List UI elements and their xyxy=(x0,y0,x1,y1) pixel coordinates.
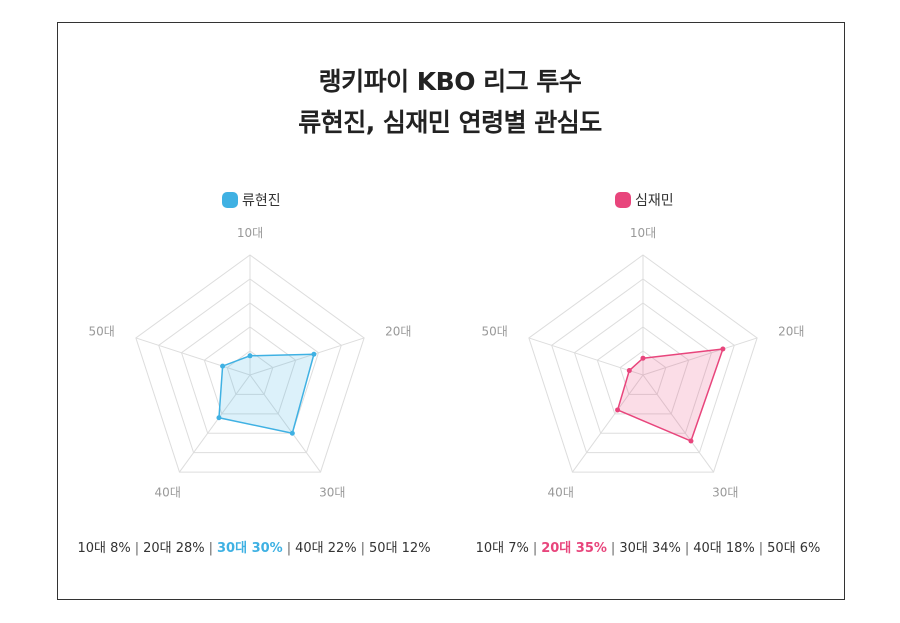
legend-swatch-shim xyxy=(615,192,631,208)
summary-item: 30대 34% xyxy=(619,541,681,556)
summary-separator: | xyxy=(286,541,292,556)
summary-item: 10대 7% xyxy=(475,541,529,556)
summary-item: 20대 35% xyxy=(541,541,607,556)
summary-item: 40대 18% xyxy=(693,541,755,556)
axis-label: 30대 xyxy=(319,485,345,499)
summary-separator: | xyxy=(360,541,366,556)
summary-separator: | xyxy=(134,541,140,556)
summary-separator: | xyxy=(610,541,616,556)
summary-separator: | xyxy=(208,541,214,556)
summary-item: 40대 22% xyxy=(295,541,357,556)
radar-chart-2: 10대 20대 30대 40대 50대 xyxy=(482,226,805,499)
summary-item: 50대 6% xyxy=(767,541,821,556)
data-point-30대 xyxy=(688,438,694,444)
data-point-20대 xyxy=(720,346,726,352)
summary-item: 10대 8% xyxy=(77,541,131,556)
data-point-20대 xyxy=(311,351,317,357)
summary-ryu: 10대 8% | 20대 28% | 30대 30% | 40대 22% | 50대 12% xyxy=(57,537,451,556)
axis-label: 20대 xyxy=(778,325,804,339)
axis-label: 30대 xyxy=(712,485,738,499)
data-point-10대 xyxy=(640,355,646,361)
data-point-40대 xyxy=(216,415,222,421)
axis-label: 40대 xyxy=(155,485,181,499)
grid-ring xyxy=(158,278,342,454)
legend-shim: 심재민 xyxy=(615,190,674,210)
grid-spoke xyxy=(249,337,365,376)
grid-spoke xyxy=(642,337,758,376)
axis-label: 40대 xyxy=(548,485,574,499)
grid-spoke xyxy=(528,337,644,376)
grid-ring xyxy=(180,302,320,434)
data-point-30대 xyxy=(289,430,295,436)
summary-item: 20대 28% xyxy=(143,541,205,556)
grid-ring xyxy=(135,254,365,473)
axis-label: 50대 xyxy=(482,325,508,339)
grid-ring xyxy=(573,302,713,434)
summary-item: 30대 30% xyxy=(217,541,283,556)
grid-spoke xyxy=(135,337,251,376)
legend-ryu: 류현진 xyxy=(222,190,281,210)
legend-swatch-ryu xyxy=(222,192,238,208)
chart-title-line2: 류현진, 심재민 연령별 관심도 xyxy=(298,108,602,137)
series-area-2 xyxy=(616,348,724,443)
chart-title-line1: 랭키파이 KBO 리그 투수 xyxy=(318,67,582,96)
legend-label-ryu: 류현진 xyxy=(242,193,281,209)
grid-spoke xyxy=(572,374,644,473)
summary-separator: | xyxy=(684,541,690,556)
legend-label-shim: 심재민 xyxy=(635,193,674,209)
summary-item: 50대 12% xyxy=(369,541,431,556)
data-point-40대 xyxy=(615,407,621,413)
axis-label: 50대 xyxy=(89,325,115,339)
summary-separator: | xyxy=(532,541,538,556)
grid-ring xyxy=(528,254,758,473)
axis-label: 20대 xyxy=(385,325,411,339)
grid-ring xyxy=(551,278,735,454)
series-area-1 xyxy=(218,353,315,435)
grid-ring xyxy=(619,350,667,395)
grid-ring xyxy=(226,350,274,395)
data-point-50대 xyxy=(220,363,226,369)
grid-spoke xyxy=(642,374,714,473)
axis-label: 10대 xyxy=(630,226,656,240)
summary-separator: | xyxy=(758,541,764,556)
grid-ring xyxy=(596,326,690,415)
data-point-50대 xyxy=(626,368,632,374)
data-point-10대 xyxy=(247,353,253,359)
chart-frame xyxy=(57,22,845,600)
radar-chart-1: 10대 20대 30대 40대 50대 xyxy=(89,226,412,499)
grid-spoke xyxy=(179,374,251,473)
summary-shim: 10대 7% | 20대 35% | 30대 34% | 40대 18% | 50대 6% xyxy=(451,537,845,556)
axis-label: 10대 xyxy=(237,226,263,240)
grid-spoke xyxy=(249,374,321,473)
